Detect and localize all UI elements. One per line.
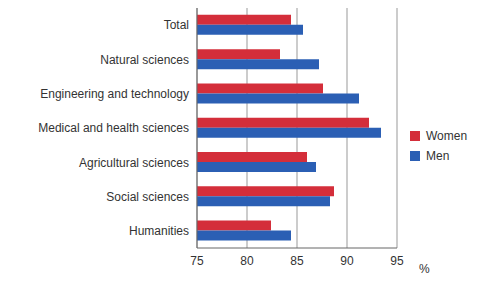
svg-text:90: 90	[340, 254, 354, 268]
svg-text:85: 85	[290, 254, 304, 268]
html-text:Women: Women	[426, 129, 468, 143]
svg-text:Humanities: Humanities	[129, 224, 189, 238]
svg-text:Agricultural sciences: Agricultural sciences	[79, 156, 189, 170]
svg-text:95: 95	[390, 254, 404, 268]
svg-text:Medical and health sciences: Medical and health sciences	[38, 121, 189, 135]
svg-text:Total: Total	[164, 18, 189, 32]
svg-text:Social sciences: Social sciences	[106, 190, 189, 204]
svg-text:80: 80	[240, 254, 254, 268]
svg-text:75: 75	[190, 254, 204, 268]
html-text:Men: Men	[426, 149, 450, 163]
svg-text:Engineering and technology: Engineering and technology	[40, 87, 189, 101]
svg-text:%: %	[419, 262, 430, 276]
svg-text:Natural sciences: Natural sciences	[100, 53, 189, 67]
